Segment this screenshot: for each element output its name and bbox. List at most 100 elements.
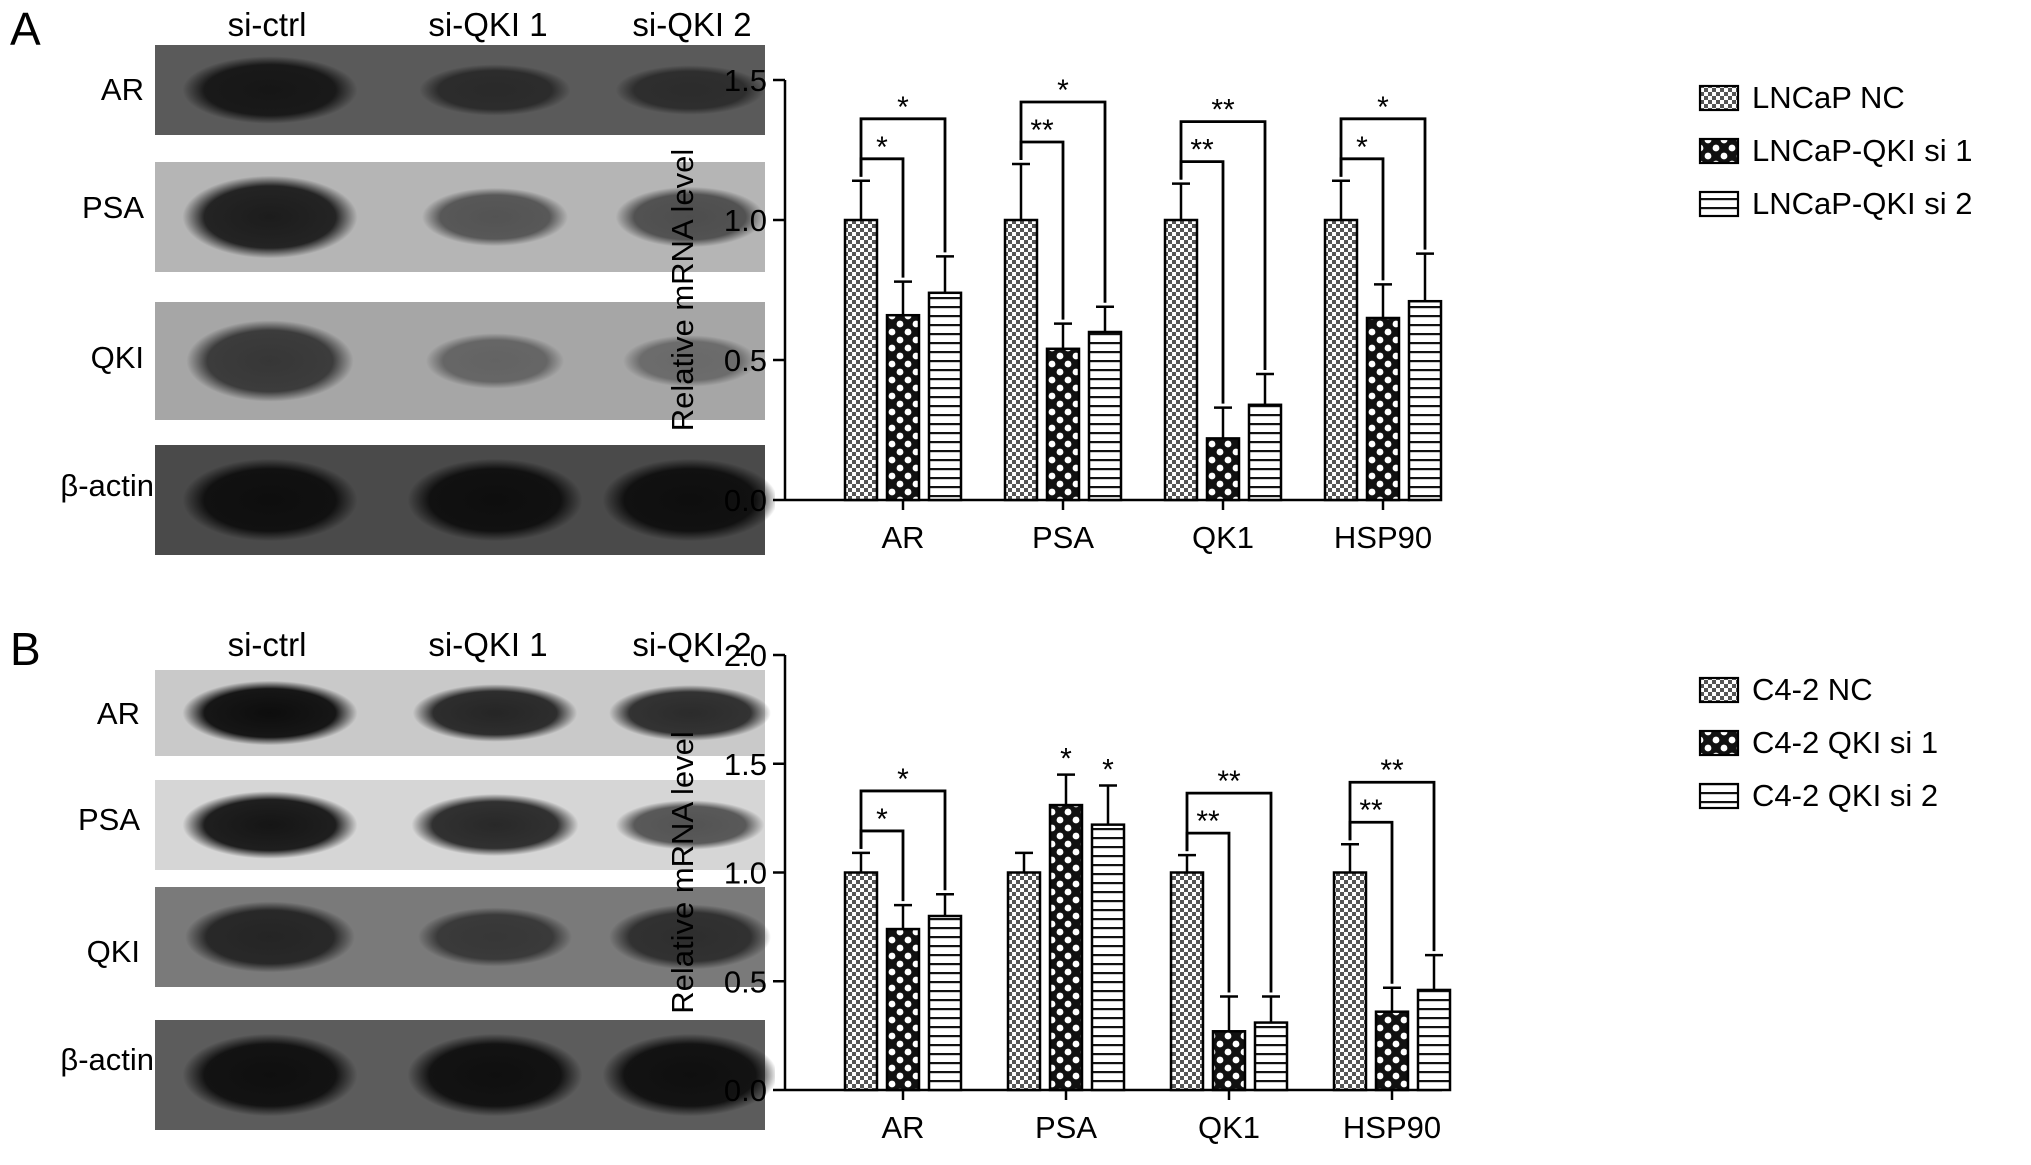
blot-b-lane-label-2: si-QKI 1 [428,626,548,663]
significance-label: * [1057,74,1069,107]
blot-a-row-label-actin: β-actin [60,468,154,503]
blot-b-row-label-actin: β-actin [60,1042,154,1077]
blot-band [615,186,765,248]
bar [1048,803,1084,1092]
bar [1416,988,1452,1092]
significance-bracket [1348,780,1436,952]
blot-a-row-label-qki: QKI [90,340,144,375]
y-tick-label: 0.5 [724,343,767,378]
blot-b-lane-label-1: si-ctrl [227,626,307,663]
legend-label: LNCaP-QKI si 1 [1752,133,1973,168]
significance-label: * [1356,131,1368,164]
blot-b-row-label-ar: AR [96,696,140,731]
y-tick-label: 1.5 [724,63,767,98]
x-tick-label: HSP90 [1343,1110,1441,1145]
significance-label: ** [1217,765,1241,798]
bar [1045,347,1081,502]
blot-band [407,458,583,542]
y-tick-label: 1.5 [724,747,767,782]
bar [1169,871,1205,1092]
blot-a-row-label-psa: PSA [81,190,144,225]
blot-band [419,64,571,116]
bar [885,927,921,1092]
chart-b: 0.0 0.5 1.0 1.5 2.0 Relative mRNA level AR PSA Q… [665,638,1938,1145]
blot-band [418,907,572,967]
bar [843,871,879,1092]
bar [843,218,879,502]
panel-letter-b: B [10,623,41,675]
bar [1407,299,1443,502]
blot-a-lane-label-2: si-QKI 1 [428,6,548,43]
blot-b-row-label-psa: PSA [77,802,140,837]
significance-label: ** [1196,805,1220,838]
significance-label: * [876,803,888,836]
significance-label: * [1060,743,1072,776]
bar [1003,218,1039,502]
significance-label: * [1102,754,1114,787]
significance-bracket [1019,100,1107,303]
blot-band [182,175,358,259]
blot-band [411,793,579,857]
significance-bracket [1339,117,1427,250]
blot-band [615,65,765,115]
blot-a-lane-label-3: si-QKI 2 [632,6,752,43]
significance-bracket [1185,791,1273,993]
bar [885,313,921,502]
blot-band [421,187,569,247]
bar [1323,218,1359,502]
blot-band [182,1033,358,1117]
y-tick-label: 1.0 [724,856,767,891]
blot-band [425,333,565,389]
bar [1087,330,1123,502]
significance-label: ** [1359,794,1383,827]
significance-label: * [897,91,909,124]
legend-label: C4-2 NC [1752,672,1873,707]
significance-label: * [1377,91,1389,124]
y-tick-label: 2.0 [724,638,767,673]
chart-a: 0.0 0.5 1.0 1.5 Relative mRNA level AR PSA QK1 H… [665,63,1973,555]
blot-band [615,800,765,850]
legend-label: C4-2 QKI si 2 [1752,778,1938,813]
legend-swatch [1698,84,1740,112]
blot-band [182,791,358,859]
blot-a-row-label-ar: AR [100,72,144,107]
significance-label: * [876,131,888,164]
bar [1211,1030,1247,1092]
blot-band [182,680,358,746]
blot-band [609,685,771,741]
bar [927,291,963,502]
x-tick-label: QK1 [1198,1110,1260,1145]
legend-swatch [1698,782,1740,810]
blot-band [602,458,775,542]
bar [927,914,963,1092]
blot-band [186,320,354,402]
y-tick-label: 1.0 [724,203,767,238]
y-axis-label: Relative mRNA level [665,731,700,1014]
legend-label: C4-2 QKI si 1 [1752,725,1938,760]
blot-band [622,335,758,387]
bar [1090,823,1126,1092]
y-tick-label: 0.0 [724,483,767,518]
significance-label: ** [1030,114,1054,147]
blot-a-lane-label-1: si-ctrl [227,6,307,43]
blot-band [182,56,358,124]
legend-swatch [1698,729,1740,757]
blot-band [609,904,771,970]
blot-band [602,1033,775,1117]
panel-letter-a: A [10,3,41,55]
legend-swatch [1698,676,1740,704]
significance-label: ** [1190,134,1214,167]
legend-swatch [1698,137,1740,165]
bar [1006,871,1042,1092]
x-tick-label: AR [881,520,924,555]
y-axis-label: Relative mRNA level [665,149,700,432]
blot-band [185,901,355,973]
significance-label: * [897,763,909,796]
western-blot-a [155,45,775,555]
significance-label: ** [1211,94,1235,127]
legend-label: LNCaP-QKI si 2 [1752,186,1973,221]
significance-bracket [1179,120,1267,370]
blot-b-lane-label-3: si-QKI 2 [632,626,752,663]
bar [1253,1021,1289,1092]
